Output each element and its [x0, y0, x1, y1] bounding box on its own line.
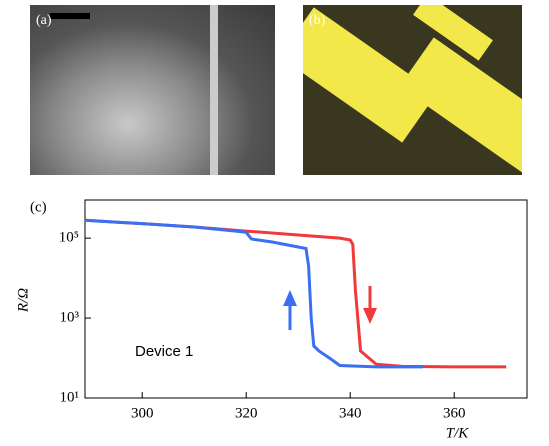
fiber — [210, 5, 218, 175]
y-tick-label: 10¹ — [60, 389, 80, 405]
x-tick-label: 360 — [443, 405, 466, 421]
panel-label: (c) — [30, 199, 47, 215]
cooling-arrow — [283, 290, 297, 330]
x-tick-label: 300 — [131, 405, 154, 421]
scale-bar — [50, 13, 90, 19]
y-tick-label: 10⁵ — [59, 230, 79, 246]
y-tick-label: 10³ — [60, 310, 80, 326]
optical-image: (b) — [303, 5, 522, 175]
plot-frame — [84, 199, 528, 399]
panel-label: (b) — [309, 13, 326, 28]
panel-label: (a) — [36, 13, 52, 28]
x-tick-label: 340 — [339, 405, 362, 421]
sem-image: (a) — [30, 5, 275, 175]
series-line — [84, 218, 423, 369]
heating-arrow — [363, 286, 377, 324]
annotation: Device 1 — [135, 343, 193, 360]
x-axis-label: T/K — [446, 425, 470, 441]
x-tick-label: 320 — [235, 405, 258, 421]
y-axis-label: R/Ω — [15, 288, 31, 313]
